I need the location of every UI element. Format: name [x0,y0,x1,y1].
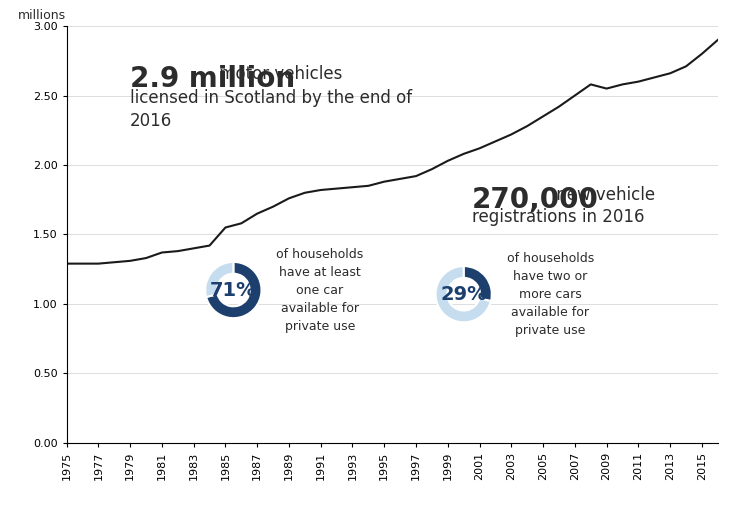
Wedge shape [436,266,491,322]
Text: 71%: 71% [210,280,257,300]
Text: new vehicle: new vehicle [551,186,655,204]
Text: of households
have at least
one car
available for
private use: of households have at least one car avai… [276,247,363,332]
Text: registrations in 2016: registrations in 2016 [471,208,644,226]
Wedge shape [464,266,492,301]
Text: of households
have two or
more cars
available for
private use: of households have two or more cars avai… [507,252,593,337]
Text: motor vehicles: motor vehicles [215,65,343,83]
Text: 29%: 29% [440,284,487,304]
Wedge shape [205,262,233,297]
Text: millions: millions [18,9,66,22]
Text: licensed in Scotland by the end of: licensed in Scotland by the end of [130,89,412,107]
Text: 270,000: 270,000 [471,186,599,214]
Text: 2016: 2016 [130,112,172,130]
Wedge shape [206,262,261,318]
Text: 2.9 million: 2.9 million [130,65,295,93]
